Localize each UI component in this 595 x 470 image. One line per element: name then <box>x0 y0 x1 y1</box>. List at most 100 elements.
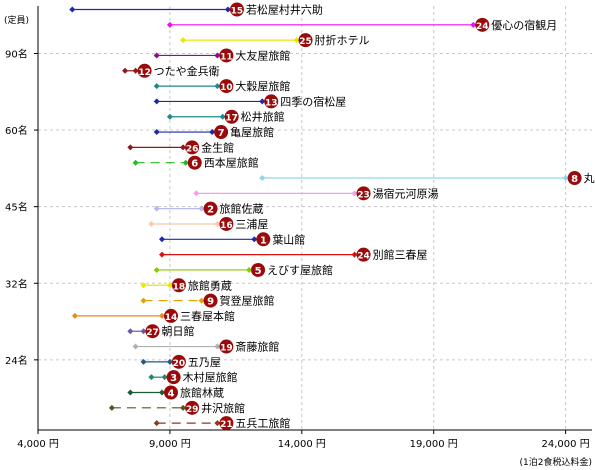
inn-range-bar: 18 旅館勇蔵 <box>140 278 232 293</box>
inn-number-label: 11 <box>220 52 233 62</box>
inn-number-label: 16 <box>220 221 233 231</box>
inn-range-bar: 7 亀屋旅館 <box>153 125 274 140</box>
x-tick-label: 14,000 円 <box>278 439 326 450</box>
range-endpoint-marker <box>122 67 129 74</box>
inn-number-badge <box>203 293 218 308</box>
inn-name-label: 四季の宿松屋 <box>280 94 346 108</box>
grid-layer <box>38 6 592 430</box>
inn-range-bar: 21 五兵工旅館 <box>153 416 290 431</box>
range-endpoint-marker <box>153 83 160 90</box>
inn-range-bar: 29 井沢旅館 <box>108 400 245 415</box>
inn-name-label: 別館三春屋 <box>373 248 428 262</box>
inn-range-bar: 1 葉山館 <box>158 232 305 247</box>
inn-range-bar: 9 賀登屋旅館 <box>140 293 275 308</box>
inn-number-badge <box>137 63 152 78</box>
axis-layer: (定員) (1泊2食税込料金) <box>4 6 592 468</box>
range-endpoint-marker <box>127 389 134 396</box>
inn-range-bar: 27 朝日館 <box>127 324 195 339</box>
range-endpoint-marker <box>193 190 200 197</box>
inn-range-bar: 2 旅館佐蔵 <box>153 201 264 216</box>
inn-number-label: 23 <box>357 190 370 200</box>
inn-name-label: 五乃屋 <box>188 356 221 369</box>
inn-name-label: 五兵工旅館 <box>235 416 290 430</box>
inn-name-label: 松井旅館 <box>241 110 285 124</box>
inn-number-label: 7 <box>218 128 225 139</box>
inn-name-label: 丸屋旅館 <box>584 171 595 185</box>
inn-number-label: 20 <box>173 359 186 369</box>
inn-name-label: 旅館佐蔵 <box>220 202 264 216</box>
inn-number-badge <box>219 416 234 431</box>
inn-number-badge <box>251 262 266 277</box>
range-endpoint-marker <box>219 113 226 120</box>
x-unit-label: (1泊2食税込料金) <box>520 456 592 468</box>
inn-name-label: 湯宿元河原湯 <box>373 186 439 200</box>
range-endpoint-marker <box>214 83 221 90</box>
inn-number-badge <box>219 216 234 231</box>
y-tick-label: 24名 <box>5 354 28 367</box>
inn-range-bar: 19 斎藤旅館 <box>132 339 279 354</box>
inn-number-label: 4 <box>168 389 175 400</box>
y-tick-label: 60名 <box>5 124 28 137</box>
inn-number-label: 29 <box>186 405 199 415</box>
inn-name-label: 木村屋旅館 <box>183 370 238 384</box>
inn-number-badge <box>163 385 178 400</box>
inn-number-label: 24 <box>357 252 370 262</box>
inn-number-badge <box>214 125 229 140</box>
inn-number-label: 13 <box>265 98 278 108</box>
range-endpoint-marker <box>351 251 358 258</box>
range-endpoint-marker <box>562 175 569 182</box>
range-endpoint-marker <box>470 21 477 28</box>
inn-number-badge <box>229 2 244 17</box>
range-endpoint-marker <box>108 404 115 411</box>
inn-name-label: 葉山館 <box>272 232 305 246</box>
inn-number-label: 15 <box>231 7 244 17</box>
inn-range-bar: 11 大友屋旅館 <box>153 48 290 63</box>
range-endpoint-marker <box>198 297 205 304</box>
inn-range-bar: 16 三浦屋 <box>148 216 268 231</box>
inn-range-bar: 5 えびす屋旅館 <box>153 262 333 277</box>
inn-number-badge <box>567 171 582 186</box>
range-endpoint-marker <box>148 374 155 381</box>
range-endpoint-marker <box>153 98 160 105</box>
inn-name-label: 金生館 <box>201 140 234 154</box>
inn-range-bar: 13 四季の宿松屋 <box>153 94 346 109</box>
x-tick-label: 24,000 円 <box>542 439 590 450</box>
inn-number-badge <box>203 201 218 216</box>
range-endpoint-marker <box>158 251 165 258</box>
range-endpoint-marker <box>161 374 168 381</box>
inn-name-label: 斎藤旅館 <box>235 340 279 354</box>
range-endpoint-marker <box>182 159 189 166</box>
inn-name-label: 大穀屋旅館 <box>235 79 290 93</box>
inn-number-label: 26 <box>186 144 199 154</box>
inn-name-label: 三春屋本館 <box>180 309 235 323</box>
inn-number-badge <box>264 94 279 109</box>
tick-layer: 90名 60名 45名 32名 24名 4,000 円 9,000 円 14,000 円 19,… <box>5 47 590 450</box>
inn-number-label: 3 <box>170 373 177 384</box>
range-endpoint-marker <box>158 389 165 396</box>
inn-range-bar: 24 優心の宿観月 <box>166 17 557 32</box>
range-endpoint-marker <box>140 358 147 365</box>
inn-name-label: つたや金兵衛 <box>154 64 220 78</box>
inn-range-bar: 14 三春屋本館 <box>71 308 235 323</box>
range-endpoint-marker <box>132 343 139 350</box>
range-endpoint-marker <box>259 175 266 182</box>
range-endpoint-marker <box>214 420 221 427</box>
y-unit-label: (定員) <box>4 14 29 26</box>
inn-number-badge <box>219 79 234 94</box>
range-endpoint-marker <box>214 343 221 350</box>
inn-name-label: 肘折ホテル <box>315 33 370 47</box>
range-endpoint-marker <box>140 297 147 304</box>
inn-name-label: 西本屋旅館 <box>204 156 259 170</box>
inn-name-label: 亀屋旅館 <box>230 125 274 139</box>
inn-number-badge <box>475 17 490 32</box>
range-endpoint-marker <box>153 205 160 212</box>
range-endpoint-marker <box>132 67 139 74</box>
inn-range-bar: 23 湯宿元河原湯 <box>193 186 439 201</box>
range-endpoint-marker <box>198 205 205 212</box>
y-tick-label: 45名 <box>5 201 28 214</box>
range-endpoint-marker <box>69 6 76 13</box>
inn-name-label: 若松屋村井六助 <box>246 3 323 17</box>
range-endpoint-marker <box>140 328 147 335</box>
